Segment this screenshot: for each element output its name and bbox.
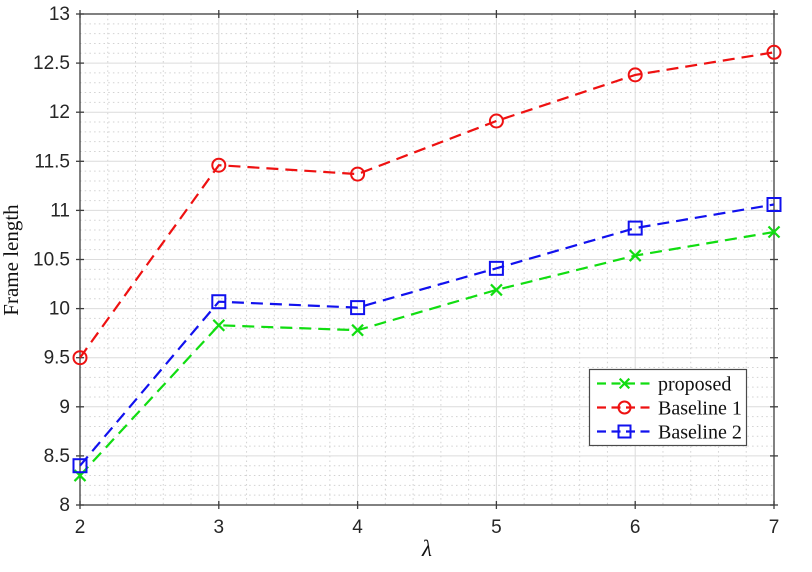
series-baseline-1-line	[79, 51, 775, 359]
series-proposed-line	[79, 230, 775, 477]
y-tick-label: 9.5	[44, 348, 70, 369]
legend-label-baseline-1: Baseline 1	[658, 398, 742, 420]
y-tick-label: 8.5	[44, 446, 70, 467]
series-baseline-1-marker	[211, 157, 227, 173]
x-tick-label: 2	[75, 517, 86, 538]
x-tick-label: 5	[491, 517, 502, 538]
y-tick-label: 12.5	[33, 53, 70, 74]
legend-x-marker	[618, 377, 631, 390]
y-tick-label: 8	[59, 495, 70, 516]
legend-circle-marker	[617, 400, 632, 415]
y-tick-label: 11	[50, 200, 70, 221]
legend-square-marker	[617, 424, 632, 439]
series-baseline-2-marker	[627, 220, 643, 236]
series-baseline-2-marker	[488, 260, 504, 276]
series-baseline-2-marker	[211, 294, 227, 310]
series-baseline-1-marker	[488, 113, 504, 129]
x-tick-label: 6	[630, 517, 641, 538]
y-tick-label: 10	[49, 299, 70, 320]
legend-item-proposed: proposed	[597, 374, 731, 396]
y-tick-label: 10.5	[33, 250, 70, 271]
legend-item-baseline-1: Baseline 1	[597, 398, 742, 420]
series-proposed-marker	[212, 319, 226, 332]
x-tick-label: 4	[352, 517, 363, 538]
series-baseline-1-marker	[627, 67, 643, 83]
series-baseline-2-marker	[766, 197, 782, 213]
series-proposed-marker	[490, 283, 503, 297]
series-proposed-marker	[628, 249, 642, 262]
series-baseline-2-marker	[350, 300, 366, 316]
series-proposed-marker	[767, 225, 781, 239]
legend-item-baseline-2: Baseline 2	[597, 422, 742, 444]
legend-label-proposed: proposed	[658, 374, 731, 396]
series-baseline-1-marker	[350, 166, 366, 182]
x-tick-label: 3	[214, 517, 225, 538]
series-baseline-1-marker	[766, 44, 782, 60]
y-tick-label: 11.5	[34, 151, 70, 172]
legend-label-baseline-2: Baseline 2	[658, 422, 742, 444]
series-proposed-marker	[351, 323, 364, 337]
series-baseline-2-marker	[72, 458, 88, 474]
x-tick-label: 7	[769, 517, 780, 538]
y-tick-label: 12	[49, 102, 70, 123]
series-baseline-1-marker	[72, 350, 88, 366]
y-tick-label: 9	[59, 397, 70, 418]
series-baseline-2-line	[79, 203, 775, 467]
y-tick-label: 13	[49, 4, 70, 25]
